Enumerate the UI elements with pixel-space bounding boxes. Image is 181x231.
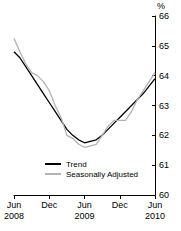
svg-text:2010: 2010 [145,211,165,221]
svg-text:%: % [157,1,165,11]
svg-text:2008: 2008 [4,211,24,221]
svg-text:Dec: Dec [112,200,129,210]
svg-text:Trend: Trend [66,160,87,169]
svg-text:63: 63 [159,101,169,111]
svg-text:64: 64 [159,71,169,81]
svg-text:65: 65 [159,41,169,51]
svg-text:Jun: Jun [77,200,92,210]
svg-text:62: 62 [159,130,169,140]
svg-text:61: 61 [159,160,169,170]
svg-text:2009: 2009 [74,211,94,221]
svg-text:Jun: Jun [148,200,163,210]
svg-text:66: 66 [159,11,169,21]
svg-text:Jun: Jun [7,200,22,210]
svg-text:Dec: Dec [41,200,58,210]
svg-text:Seasonally Adjusted: Seasonally Adjusted [66,170,138,179]
svg-text:60: 60 [159,190,169,200]
